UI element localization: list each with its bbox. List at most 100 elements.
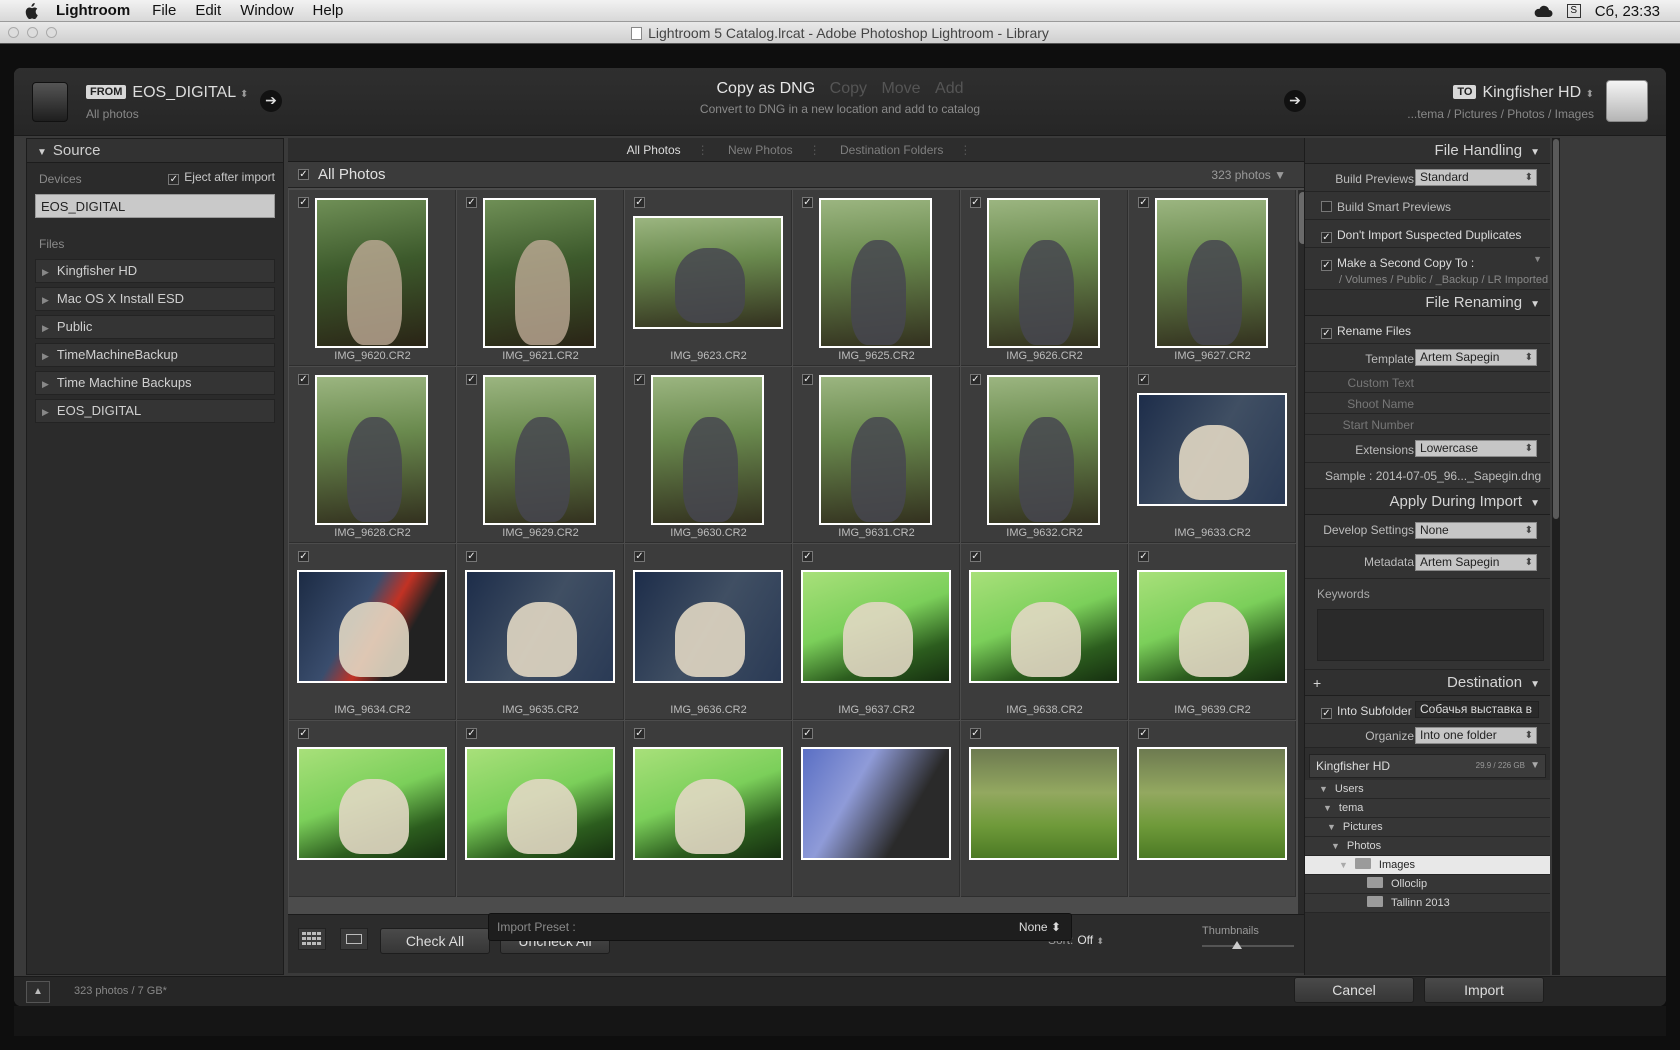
photo-checkbox[interactable]: ✓ — [634, 197, 645, 208]
photo-cell[interactable]: ✓ — [1129, 721, 1296, 897]
thumbnail-size-slider[interactable]: Thumbnails — [1202, 925, 1294, 949]
photo-thumbnail[interactable] — [465, 570, 615, 683]
photo-checkbox[interactable]: ✓ — [298, 551, 309, 562]
photo-thumbnail[interactable] — [297, 747, 447, 860]
menubar-clock[interactable]: Сб, 23:33 — [1594, 2, 1660, 20]
apple-icon[interactable] — [20, 2, 42, 19]
photo-thumbnail[interactable] — [819, 198, 932, 348]
folder-expand-icon[interactable]: ▼ — [1327, 822, 1336, 832]
cancel-button[interactable]: Cancel — [1294, 977, 1414, 1003]
photo-checkbox[interactable]: ✓ — [298, 374, 309, 385]
folder-tree-item[interactable]: Tallinn 2013 — [1305, 894, 1550, 913]
from-arrow-icon[interactable]: ➔ — [260, 90, 282, 112]
menu-help[interactable]: Help — [312, 2, 344, 19]
file-volume-item[interactable]: ▶ Mac OS X Install ESD — [35, 287, 275, 311]
no-duplicates-checkbox[interactable]: ✓ — [1321, 232, 1332, 243]
photo-checkbox[interactable]: ✓ — [970, 374, 981, 385]
collapse-triangle-icon[interactable]: ▼ — [1530, 147, 1540, 158]
template-select[interactable]: Artem Sapegin — [1415, 349, 1537, 366]
expand-triangle-icon[interactable]: ▶ — [42, 351, 49, 361]
folder-tree-item[interactable]: ▼ Users — [1305, 780, 1550, 799]
volume-header[interactable]: Kingfisher HD 29.9 / 226 GB ▼ — [1309, 754, 1546, 778]
folder-expand-icon[interactable]: ▼ — [1319, 784, 1328, 794]
photo-cell[interactable]: ✓ IMG_9630.CR2 — [625, 367, 792, 543]
expand-triangle-icon[interactable]: ▶ — [42, 379, 49, 389]
photo-cell[interactable]: ✓ IMG_9638.CR2 — [961, 544, 1128, 720]
eject-after-import[interactable]: ✓ Eject after import — [168, 170, 275, 185]
menu-file[interactable]: File — [152, 2, 177, 19]
photo-cell[interactable]: ✓ IMG_9620.CR2 — [289, 190, 456, 366]
collapse-triangle-icon[interactable]: ▼ — [1530, 498, 1540, 509]
show-hide-panel-button[interactable]: ▲ — [26, 981, 50, 1003]
menu-edit[interactable]: Edit — [195, 2, 222, 19]
build-previews-select[interactable]: Standard — [1415, 169, 1537, 186]
photo-cell[interactable]: ✓ — [793, 721, 960, 897]
collapse-triangle-icon[interactable]: ▼ — [1530, 679, 1540, 690]
folder-tree-item[interactable]: ▼ Photos — [1305, 837, 1550, 856]
minimize-window-button[interactable] — [27, 27, 38, 38]
photo-cell[interactable]: ✓ — [457, 721, 624, 897]
photo-cell[interactable]: ✓ IMG_9631.CR2 — [793, 367, 960, 543]
smart-previews-option[interactable]: Build Smart Previews — [1321, 200, 1451, 214]
eject-checkbox[interactable]: ✓ — [168, 174, 180, 185]
smart-previews-checkbox[interactable] — [1321, 201, 1332, 212]
photo-checkbox[interactable]: ✓ — [1138, 197, 1149, 208]
folder-tree-item[interactable]: Olloclip — [1305, 875, 1550, 894]
second-copy-option[interactable]: ✓ Make a Second Copy To : — [1321, 256, 1474, 271]
no-duplicates-option[interactable]: ✓ Don't Import Suspected Duplicates — [1321, 228, 1521, 243]
mode-add[interactable]: Add — [935, 80, 964, 97]
photo-cell[interactable]: ✓ — [961, 721, 1128, 897]
photo-cell[interactable]: ✓ IMG_9621.CR2 — [457, 190, 624, 366]
photo-cell[interactable]: ✓ — [289, 721, 456, 897]
file-volume-item[interactable]: ▶ Kingfisher HD — [35, 259, 275, 283]
metadata-select[interactable]: Artem Sapegin — [1415, 554, 1537, 571]
photo-thumbnail[interactable] — [1155, 198, 1268, 348]
subfolder-name-input[interactable]: Собачья выставка в — [1415, 701, 1539, 718]
photo-thumbnail[interactable] — [987, 375, 1100, 525]
tab-new-photos[interactable]: New Photos — [727, 143, 793, 157]
expand-triangle-icon[interactable]: ▶ — [42, 267, 49, 277]
photo-cell[interactable]: ✓ IMG_9625.CR2 — [793, 190, 960, 366]
photo-thumbnail[interactable] — [633, 570, 783, 683]
photo-checkbox[interactable]: ✓ — [466, 728, 477, 739]
mode-copy-as-dng[interactable]: Copy as DNG — [716, 80, 816, 97]
expand-triangle-icon[interactable]: ▶ — [42, 323, 49, 333]
photo-checkbox[interactable]: ✓ — [802, 197, 813, 208]
select-all-checkbox[interactable]: ✓ — [298, 169, 309, 180]
check-all-button[interactable]: Check All — [380, 928, 490, 954]
photo-checkbox[interactable]: ✓ — [802, 728, 813, 739]
develop-settings-select[interactable]: None — [1415, 522, 1537, 539]
collapse-triangle-icon[interactable]: ▼ — [1530, 299, 1540, 310]
folder-expand-icon[interactable]: ▼ — [1323, 803, 1332, 813]
photo-checkbox[interactable]: ✓ — [970, 197, 981, 208]
collapse-triangle-icon[interactable]: ▼ — [37, 147, 47, 158]
add-folder-icon[interactable]: + — [1313, 675, 1322, 691]
photo-checkbox[interactable]: ✓ — [1138, 551, 1149, 562]
photo-thumbnail[interactable] — [465, 747, 615, 860]
photo-thumbnail[interactable] — [969, 570, 1119, 683]
photo-checkbox[interactable]: ✓ — [802, 551, 813, 562]
mode-copy[interactable]: Copy — [829, 80, 867, 97]
device-eos-digital[interactable]: EOS_DIGITAL — [35, 194, 275, 218]
input-source-icon[interactable]: S — [1566, 4, 1581, 18]
folder-expand-icon[interactable]: ▼ — [1339, 860, 1348, 870]
extensions-select[interactable]: Lowercase — [1415, 440, 1537, 457]
rename-files-checkbox[interactable]: ✓ — [1321, 328, 1332, 339]
photo-cell[interactable]: ✓ IMG_9623.CR2 — [625, 190, 792, 366]
tab-destination-folders[interactable]: Destination Folders — [840, 143, 944, 157]
photo-cell[interactable]: ✓ IMG_9634.CR2 — [289, 544, 456, 720]
file-volume-item[interactable]: ▶ Time Machine Backups — [35, 371, 275, 395]
photo-thumbnail[interactable] — [987, 198, 1100, 348]
grid-scrollbar[interactable] — [1298, 190, 1308, 914]
photo-thumbnail[interactable] — [1137, 570, 1287, 683]
photo-cell[interactable]: ✓ IMG_9633.CR2 — [1129, 367, 1296, 543]
from-source-name[interactable]: EOS_DIGITAL — [132, 84, 236, 101]
photo-checkbox[interactable]: ✓ — [466, 374, 477, 385]
loupe-view-icon[interactable] — [340, 928, 368, 950]
photo-thumbnail[interactable] — [1137, 747, 1287, 860]
photo-cell[interactable]: ✓ IMG_9628.CR2 — [289, 367, 456, 543]
close-window-button[interactable] — [8, 27, 19, 38]
photo-cell[interactable]: ✓ IMG_9627.CR2 — [1129, 190, 1296, 366]
menu-window[interactable]: Window — [240, 2, 294, 19]
from-block[interactable]: FROM EOS_DIGITAL ⬍ All photos — [86, 84, 248, 121]
